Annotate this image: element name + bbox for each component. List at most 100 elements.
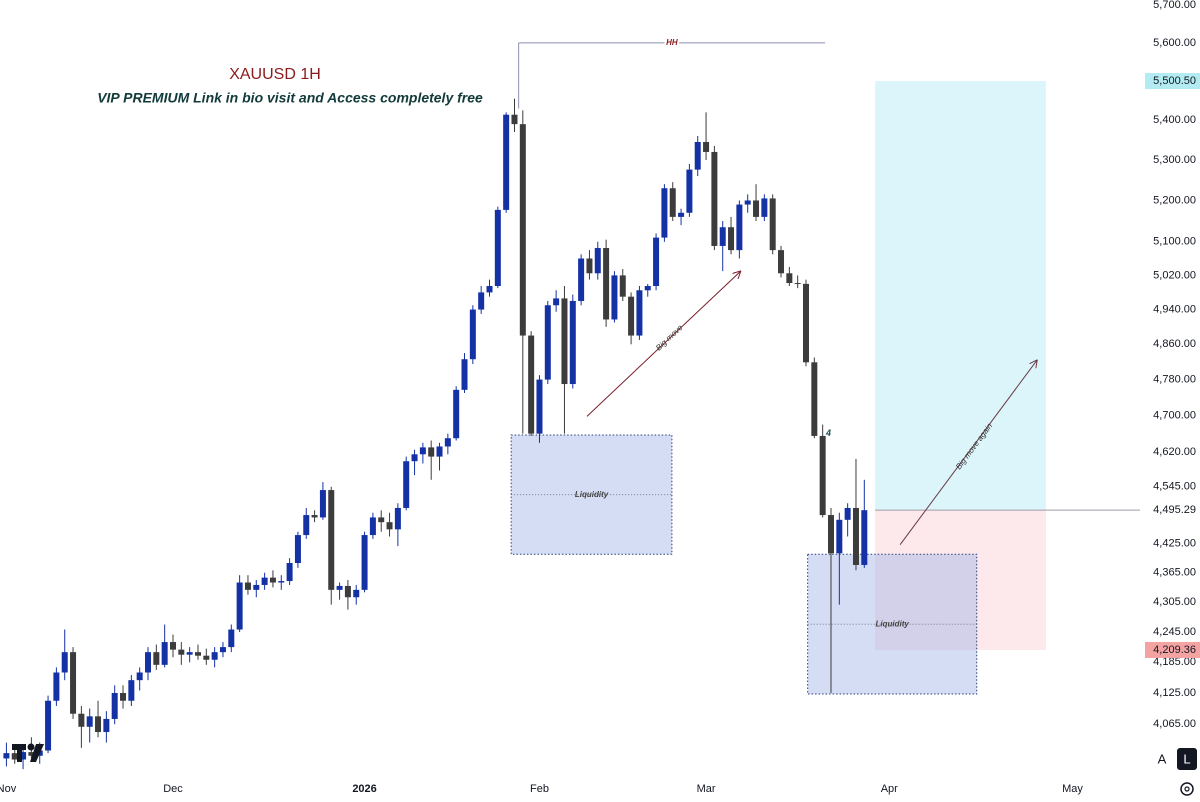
candle-body <box>753 200 760 217</box>
note: 4 <box>825 428 831 438</box>
scale-button[interactable] <box>1152 748 1172 770</box>
scale-button[interactable] <box>1177 748 1197 770</box>
x-tick-label: Feb <box>530 783 549 795</box>
candle-body <box>53 672 60 701</box>
scale-button-label[interactable]: L <box>1183 751 1190 766</box>
chart-title: XAUUSD 1H <box>229 66 321 83</box>
candle-body <box>95 716 102 733</box>
candle-body <box>70 652 77 714</box>
y-tick-label: 4,940.00 <box>1153 303 1196 315</box>
candle-body <box>778 250 785 274</box>
y-tick-label: 5,700.00 <box>1153 0 1196 11</box>
scale-button-label[interactable]: A <box>1158 751 1167 766</box>
candle-body <box>461 359 468 390</box>
candle-body <box>403 461 410 508</box>
y-tick-label: 4,425.00 <box>1153 538 1196 550</box>
candle-body <box>86 716 93 727</box>
settings-icon[interactable] <box>1180 782 1194 796</box>
candle-body <box>319 490 326 518</box>
candle-body <box>353 589 360 598</box>
candle-body <box>278 581 285 583</box>
candle-body <box>611 275 618 320</box>
y-tick-label: 4,305.00 <box>1153 596 1196 608</box>
x-tick-label: Dec <box>163 783 183 795</box>
candle-body <box>103 718 110 733</box>
chart-subtitle: VIP PREMIUM Link in bio visit and Access… <box>97 90 483 106</box>
candle-body <box>603 248 610 320</box>
candle-body <box>228 629 235 648</box>
candle-body <box>586 258 593 274</box>
entry-price-box <box>1145 502 1200 519</box>
candle-body <box>236 582 243 630</box>
candle-body <box>803 283 810 363</box>
candle-body <box>686 169 693 213</box>
hh-label: HH <box>666 38 678 47</box>
candle-body <box>244 582 251 590</box>
candle-body <box>528 335 535 434</box>
candle-body <box>444 438 451 447</box>
x-tick-label: May <box>1062 783 1083 795</box>
y-tick-label: 4,545.00 <box>1153 481 1196 493</box>
candle-body <box>811 362 818 436</box>
candle-body <box>669 188 676 217</box>
liquidity-label: Liquidity <box>575 490 609 499</box>
arrow-label: Big move <box>654 323 685 353</box>
candle-body <box>786 273 793 284</box>
candle-body <box>261 577 268 585</box>
target-price-box <box>1145 72 1200 89</box>
y-tick-label: 4,700.00 <box>1153 409 1196 421</box>
candle-body <box>169 642 176 650</box>
candle-body <box>20 752 27 760</box>
candle-body <box>653 237 660 287</box>
candle-body <box>145 652 152 673</box>
candle-body <box>861 510 868 565</box>
candle-body <box>519 124 526 336</box>
y-tick-label: 4,780.00 <box>1153 373 1196 385</box>
candle-body <box>78 713 85 727</box>
y-tick-label: 5,200.00 <box>1153 194 1196 206</box>
candle-body <box>436 446 443 457</box>
y-tick-label: 4,620.00 <box>1153 446 1196 458</box>
candle-body <box>469 309 476 360</box>
time-axis: Nov Dec 2026 Feb Mar Apr May <box>0 778 1083 795</box>
x-tick-label: Nov <box>0 783 17 795</box>
y-tick-label: 4,860.00 <box>1153 338 1196 350</box>
candle-body <box>311 515 318 518</box>
candle-body <box>361 535 368 590</box>
y-tick-label: 4,365.00 <box>1153 567 1196 579</box>
candle-body <box>553 298 560 306</box>
stop-zone <box>875 510 1046 650</box>
y-tick-label: 4,125.00 <box>1153 687 1196 699</box>
candle-body <box>694 141 701 170</box>
candle-body <box>344 585 351 598</box>
candle-body <box>511 114 518 125</box>
candle-body <box>203 655 210 660</box>
candle-body <box>45 700 52 751</box>
candle-body <box>411 454 418 462</box>
candle-body <box>378 517 385 523</box>
y-tick-label: 4,245.00 <box>1153 626 1196 638</box>
candle-body <box>219 647 226 653</box>
entry-price-label: 4,495.29 <box>1153 504 1196 516</box>
y-tick-label: 5,400.00 <box>1153 114 1196 126</box>
candle-body <box>728 227 735 251</box>
candle-body <box>836 519 843 554</box>
candle-body <box>769 198 776 251</box>
logo <box>12 743 44 762</box>
candle-body <box>503 114 510 210</box>
candle-body <box>636 290 643 336</box>
candle-body <box>336 585 343 590</box>
candle-body <box>61 652 68 673</box>
target-price-label: 5,500.50 <box>1153 75 1196 87</box>
candle-body <box>161 642 168 665</box>
candle-body <box>386 522 393 530</box>
target-zone <box>875 80 1046 511</box>
candle-body <box>303 515 310 536</box>
stop-price-box <box>1145 641 1200 658</box>
candle-body <box>453 389 460 439</box>
candle-body <box>153 652 160 665</box>
candle-body <box>703 141 710 152</box>
y-tick-label: 4,185.00 <box>1153 656 1196 668</box>
candle-body <box>536 379 543 434</box>
candle-body <box>419 447 426 455</box>
